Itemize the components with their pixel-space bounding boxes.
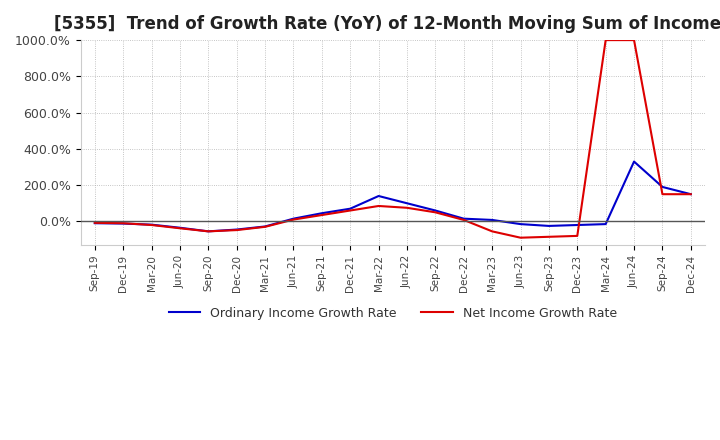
Net Income Growth Rate — [119, 220, 127, 226]
Net Income Growth Rate — [346, 208, 354, 213]
Net Income Growth Rate — [176, 226, 184, 231]
Ordinary Income Growth Rate — [176, 225, 184, 231]
Ordinary Income Growth Rate — [204, 229, 212, 234]
Net Income Growth Rate — [289, 217, 298, 222]
Net Income Growth Rate — [544, 234, 553, 239]
Ordinary Income Growth Rate — [147, 222, 156, 227]
Line: Net Income Growth Rate: Net Income Growth Rate — [95, 40, 690, 238]
Net Income Growth Rate — [686, 191, 695, 197]
Ordinary Income Growth Rate — [346, 206, 354, 211]
Title: [5355]  Trend of Growth Rate (YoY) of 12-Month Moving Sum of Incomes: [5355] Trend of Growth Rate (YoY) of 12-… — [54, 15, 720, 33]
Net Income Growth Rate — [204, 229, 212, 234]
Net Income Growth Rate — [459, 217, 468, 223]
Net Income Growth Rate — [261, 224, 269, 230]
Ordinary Income Growth Rate — [91, 220, 99, 226]
Ordinary Income Growth Rate — [402, 201, 411, 206]
Net Income Growth Rate — [573, 233, 582, 238]
Legend: Ordinary Income Growth Rate, Net Income Growth Rate: Ordinary Income Growth Rate, Net Income … — [163, 302, 622, 325]
Net Income Growth Rate — [516, 235, 525, 240]
Net Income Growth Rate — [91, 220, 99, 225]
Net Income Growth Rate — [233, 227, 241, 233]
Net Income Growth Rate — [630, 37, 639, 43]
Ordinary Income Growth Rate — [686, 191, 695, 197]
Net Income Growth Rate — [374, 203, 383, 209]
Net Income Growth Rate — [318, 213, 326, 218]
Ordinary Income Growth Rate — [573, 222, 582, 227]
Net Income Growth Rate — [147, 222, 156, 227]
Ordinary Income Growth Rate — [289, 216, 298, 221]
Ordinary Income Growth Rate — [119, 221, 127, 226]
Net Income Growth Rate — [658, 191, 667, 197]
Ordinary Income Growth Rate — [544, 223, 553, 228]
Ordinary Income Growth Rate — [516, 221, 525, 227]
Ordinary Income Growth Rate — [318, 211, 326, 216]
Ordinary Income Growth Rate — [233, 227, 241, 232]
Net Income Growth Rate — [431, 210, 440, 215]
Ordinary Income Growth Rate — [459, 216, 468, 221]
Net Income Growth Rate — [488, 229, 497, 234]
Ordinary Income Growth Rate — [601, 221, 610, 227]
Ordinary Income Growth Rate — [658, 184, 667, 190]
Ordinary Income Growth Rate — [630, 159, 639, 164]
Ordinary Income Growth Rate — [488, 217, 497, 223]
Ordinary Income Growth Rate — [374, 193, 383, 198]
Net Income Growth Rate — [402, 205, 411, 210]
Ordinary Income Growth Rate — [261, 224, 269, 229]
Net Income Growth Rate — [601, 37, 610, 43]
Ordinary Income Growth Rate — [431, 208, 440, 213]
Line: Ordinary Income Growth Rate: Ordinary Income Growth Rate — [95, 161, 690, 231]
